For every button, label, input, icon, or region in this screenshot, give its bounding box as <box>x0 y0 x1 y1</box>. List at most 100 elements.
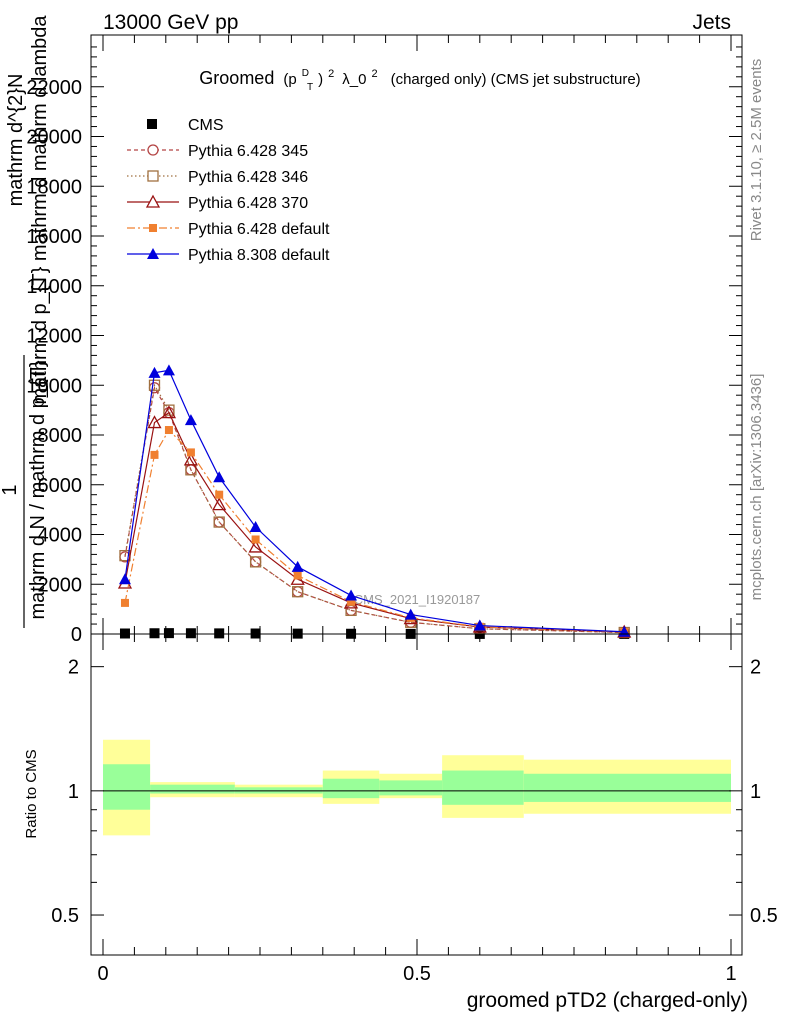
data-point-cms <box>185 628 196 639</box>
ratio-bands <box>103 739 731 836</box>
ratio-y-tick-label-right: 1 <box>750 781 761 803</box>
data-point-cms <box>149 628 160 639</box>
legend-entry-p345: Pythia 6.428 345 <box>127 143 308 160</box>
legend-marker-p8def <box>147 248 159 259</box>
y-label-frac-num: 1 <box>0 484 21 495</box>
legend: CMS Pythia 6.428 345 Pythia 6.428 346 Py… <box>127 117 330 264</box>
data-point-p346 <box>148 379 161 391</box>
title-sup-2: 2 <box>328 68 334 80</box>
legend-label-cms: CMS <box>188 117 224 134</box>
data-point-p370 <box>183 452 199 466</box>
data-point-p345 <box>249 556 262 568</box>
x-tick-label: 1 <box>725 963 736 985</box>
y-tick-label: 0 <box>71 624 82 646</box>
title-sup-d: D <box>302 68 309 79</box>
data-point-p8def <box>118 573 131 585</box>
y-tick-label: 4000 <box>38 525 83 547</box>
title-close: ) <box>318 71 323 88</box>
title-main: Groomed <box>199 68 274 88</box>
data-point-p370 <box>248 539 263 553</box>
ratio-y-tick-label-right: 2 <box>750 657 761 679</box>
collision-label: 13000 GeV pp <box>103 11 238 34</box>
uncertainty-band-inner <box>523 773 731 802</box>
data-point-p6def <box>164 426 173 435</box>
main-y-label: mathrm d^{2}N mathrm d p_{T} mathrm d ma… <box>0 15 51 628</box>
y-tick-label: 16000 <box>26 226 82 248</box>
legend-marker-cms <box>147 119 157 129</box>
rivet-label: Rivet 3.1.10, ≥ 2.5M events <box>748 59 765 242</box>
ratio-y-tick-label: 0.5 <box>51 905 79 927</box>
legend-marker-p370 <box>145 194 161 208</box>
uncertainty-band-inner <box>322 778 380 799</box>
data-point-p6def <box>293 571 302 580</box>
legend-marker-p6def <box>149 224 157 232</box>
data-point-p346 <box>292 586 304 598</box>
data-point-p345 <box>292 586 304 598</box>
y-tick-label: 22000 <box>26 77 82 99</box>
data-point-cms <box>163 628 174 639</box>
y-tick-label: 14000 <box>26 276 82 298</box>
data-point-p6def <box>186 448 195 457</box>
y-label-frac-den: mathrm d N / mathrm d p_{T} <box>27 360 49 619</box>
data-point-p346 <box>163 404 175 416</box>
y-tick-label: 2000 <box>38 574 83 596</box>
series-line-p345 <box>124 386 625 634</box>
data-point-p6def <box>347 597 356 606</box>
data-point-p6def <box>120 598 129 607</box>
y-tick-label: 18000 <box>26 176 82 198</box>
y-tick-label: 20000 <box>26 127 82 149</box>
data-point-p6def <box>150 450 159 459</box>
title-lambda: λ_0 <box>342 71 366 88</box>
series-group <box>117 364 632 639</box>
legend-entry-cms: CMS <box>147 117 224 134</box>
data-point-p8def <box>162 364 175 376</box>
main-panel: 0 2000 4000 6000 8000 10000 12000 14000 16000 180… <box>26 34 743 646</box>
ratio-y-tick-label: 2 <box>68 657 79 679</box>
data-point-p8def <box>213 471 226 483</box>
data-point-p8def <box>249 521 262 533</box>
legend-label-p370: Pythia 6.428 370 <box>188 195 308 212</box>
y-tick-label: 8000 <box>38 425 83 447</box>
data-point-p370 <box>147 415 162 429</box>
data-point-p6def <box>215 490 224 499</box>
legend-entry-p6def: Pythia 6.428 default <box>127 221 330 238</box>
legend-label-p346: Pythia 6.428 346 <box>188 169 308 186</box>
uncertainty-band-inner <box>150 784 235 794</box>
legend-label-p8def: Pythia 8.308 default <box>188 247 330 264</box>
ratio-y-axis: 0.5 0.5 1 1 2 2 <box>51 657 778 956</box>
y-tick-label: 10000 <box>26 375 82 397</box>
data-point-p346 <box>213 516 225 528</box>
category-label: Jets <box>692 11 731 34</box>
legend-entry-p370: Pythia 6.428 370 <box>127 194 308 212</box>
series-line-p346 <box>124 383 625 634</box>
legend-entry-p346: Pythia 6.428 346 <box>127 169 308 186</box>
title-sup-2b: 2 <box>371 68 377 80</box>
data-point-p8def <box>345 589 358 601</box>
svg-text:Groomed (p D: Groomed (p D T ) 2 λ_0 2 (charged only) … <box>199 60 640 94</box>
legend-entry-p8def: Pythia 8.308 default <box>127 247 330 264</box>
y-label-line-1: mathrm d^{2}N <box>5 74 27 207</box>
data-point-p346 <box>249 556 262 568</box>
data-point-p370 <box>212 497 227 511</box>
title-sub-t: T <box>307 82 313 93</box>
ratio-x-axis: 0 0.5 1 <box>97 634 737 985</box>
legend-label-p6def: Pythia 6.428 default <box>188 221 330 238</box>
main-x-axis <box>102 35 732 634</box>
legend-label-p345: Pythia 6.428 345 <box>188 143 308 160</box>
uncertainty-band-inner <box>442 770 524 805</box>
x-axis-label: groomed pTD2 (charged-only) <box>467 989 748 1012</box>
plot-title: Groomed (p D T ) 2 λ_0 2 (charged only) … <box>199 60 640 94</box>
data-point-p6def <box>251 535 260 544</box>
uncertainty-band-inner <box>379 780 443 796</box>
data-point-p8def <box>291 560 304 572</box>
title-rest: (charged only) (CMS jet substructure) <box>391 71 641 88</box>
series-line-p6def <box>124 429 625 633</box>
x-tick-label: 0 <box>97 963 108 985</box>
ratio-y-tick-label-right: 0.5 <box>750 905 778 927</box>
title-formula: (p <box>283 71 296 88</box>
data-point-p8def <box>473 619 486 631</box>
ratio-panel: 0.5 0.5 1 1 2 2 0 0.5 1 <box>51 633 778 985</box>
y-label-line-2: mathrm d p_{T} mathrm d mathrm d lambda <box>29 15 51 405</box>
mcplots-label: mcplots.cern.ch [arXiv:1306.3436] <box>748 374 765 601</box>
main-y-axis: 0 2000 4000 6000 8000 10000 12000 14000 16000 180… <box>26 46 742 646</box>
